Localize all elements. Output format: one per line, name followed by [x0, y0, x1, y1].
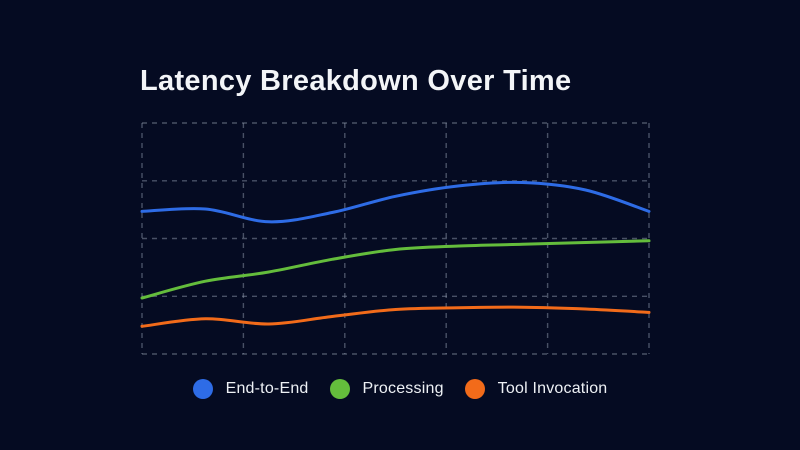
chart-legend: End-to-End Processing Tool Invocation [0, 377, 800, 401]
legend-item-processing: Processing [329, 379, 444, 399]
processing-swatch-icon [329, 379, 350, 399]
series-line-tool-invocation [140, 305, 651, 328]
line-chart-canvas [140, 122, 651, 355]
series-line-processing [140, 239, 651, 300]
legend-label-end-to-end: End-to-End [225, 380, 309, 397]
legend-item-end-to-end: End-to-End [192, 379, 309, 399]
end-to-end-swatch-icon [192, 379, 213, 399]
series-line-end-to-end [140, 180, 651, 224]
legend-label-tool-invocation: Tool Invocation [497, 380, 608, 397]
legend-label-processing: Processing [362, 380, 444, 397]
tool-invocation-swatch-icon [464, 379, 485, 399]
chart-title: Latency Breakdown Over Time [140, 65, 572, 97]
legend-item-tool-invocation: Tool Invocation [464, 379, 608, 399]
latency-line-chart [140, 122, 651, 355]
